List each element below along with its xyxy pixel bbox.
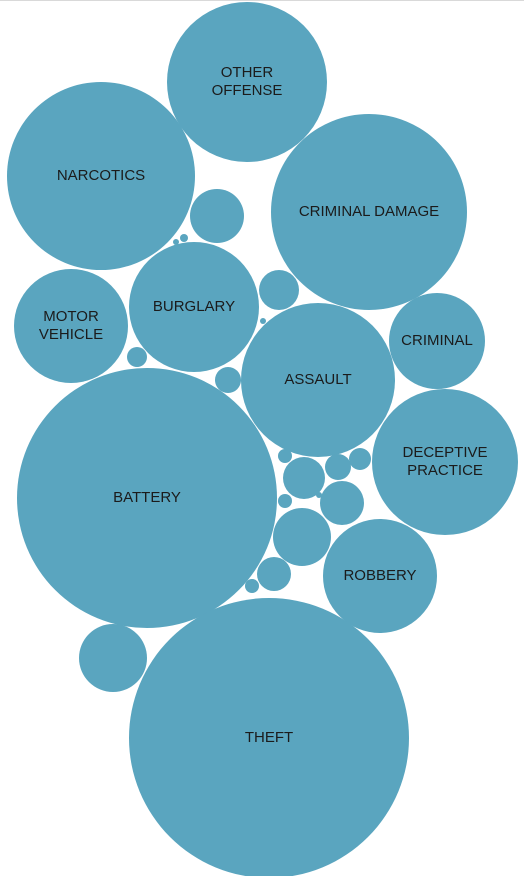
bubble-unlabeled-3[interactable] <box>215 367 241 393</box>
bubble-unlabeled-2[interactable] <box>259 270 299 310</box>
bubble-circle-unlabeled-9[interactable] <box>278 494 292 508</box>
bubble-circle-unlabeled-13[interactable] <box>245 579 259 593</box>
bubble-unlabeled-11[interactable] <box>273 508 331 566</box>
bubble-unlabeled-15[interactable] <box>173 239 179 245</box>
bubble-circle-unlabeled-12[interactable] <box>257 557 291 591</box>
bubble-unlabeled-1[interactable] <box>190 189 244 243</box>
bubble-circle-unlabeled-7[interactable] <box>349 448 371 470</box>
bubble-battery[interactable]: BATTERY <box>17 368 277 628</box>
bubble-circle-theft[interactable] <box>129 598 409 876</box>
bubble-circle-criminal[interactable] <box>389 293 485 389</box>
bubble-robbery[interactable]: ROBBERY <box>323 519 437 633</box>
bubble-circle-burglary[interactable] <box>129 242 259 372</box>
bubble-circle-unlabeled-2[interactable] <box>259 270 299 310</box>
bubble-circle-motor-vehicle[interactable] <box>14 269 128 383</box>
bubble-circle-unlabeled-5[interactable] <box>320 481 364 525</box>
bubble-circle-unlabeled-14[interactable] <box>180 234 188 242</box>
bubble-unlabeled-7[interactable] <box>349 448 371 470</box>
bubble-motor-vehicle[interactable]: MOTOR VEHICLE <box>14 269 128 383</box>
bubble-burglary[interactable]: BURGLARY <box>129 242 259 372</box>
bubble-circle-unlabeled-18[interactable] <box>79 624 147 692</box>
bubble-unlabeled-12[interactable] <box>257 557 291 591</box>
bubble-criminal[interactable]: CRIMINAL <box>389 293 485 389</box>
bubble-circle-unlabeled-15[interactable] <box>173 239 179 245</box>
bubble-circle-robbery[interactable] <box>323 519 437 633</box>
bubble-narcotics[interactable]: NARCOTICS <box>7 82 195 270</box>
bubble-theft[interactable]: THEFT <box>129 598 409 876</box>
bubble-unlabeled-13[interactable] <box>245 579 259 593</box>
bubble-unlabeled-6[interactable] <box>325 454 351 480</box>
bubble-unlabeled-16[interactable] <box>260 318 266 324</box>
bubble-assault[interactable]: ASSAULT <box>241 303 395 457</box>
bubble-circle-deceptive-practice[interactable] <box>372 389 518 535</box>
bubble-unlabeled-14[interactable] <box>180 234 188 242</box>
bubble-circle-criminal-damage[interactable] <box>271 114 467 310</box>
bubble-circle-other-offense[interactable] <box>167 2 327 162</box>
bubble-circle-assault[interactable] <box>241 303 395 457</box>
bubble-circle-narcotics[interactable] <box>7 82 195 270</box>
bubble-unlabeled-8[interactable] <box>278 449 292 463</box>
bubble-circle-unlabeled-11[interactable] <box>273 508 331 566</box>
bubble-unlabeled-4[interactable] <box>283 457 325 499</box>
bubble-unlabeled-18[interactable] <box>79 624 147 692</box>
bubble-circle-unlabeled-16[interactable] <box>260 318 266 324</box>
bubble-unlabeled-10[interactable] <box>127 347 147 367</box>
bubble-circle-unlabeled-4[interactable] <box>283 457 325 499</box>
bubble-criminal-damage[interactable]: CRIMINAL DAMAGE <box>271 114 467 310</box>
bubble-unlabeled-17[interactable] <box>316 492 322 498</box>
bubble-unlabeled-5[interactable] <box>320 481 364 525</box>
bubble-circle-unlabeled-1[interactable] <box>190 189 244 243</box>
bubble-other-offense[interactable]: OTHER OFFENSE <box>167 2 327 162</box>
bubble-circle-unlabeled-8[interactable] <box>278 449 292 463</box>
bubble-circle-unlabeled-6[interactable] <box>325 454 351 480</box>
bubble-circle-battery[interactable] <box>17 368 277 628</box>
bubble-deceptive-practice[interactable]: DECEPTIVE PRACTICE <box>372 389 518 535</box>
bubble-circle-unlabeled-17[interactable] <box>316 492 322 498</box>
bubble-unlabeled-9[interactable] <box>278 494 292 508</box>
bubble-circle-unlabeled-10[interactable] <box>127 347 147 367</box>
bubble-circle-unlabeled-3[interactable] <box>215 367 241 393</box>
